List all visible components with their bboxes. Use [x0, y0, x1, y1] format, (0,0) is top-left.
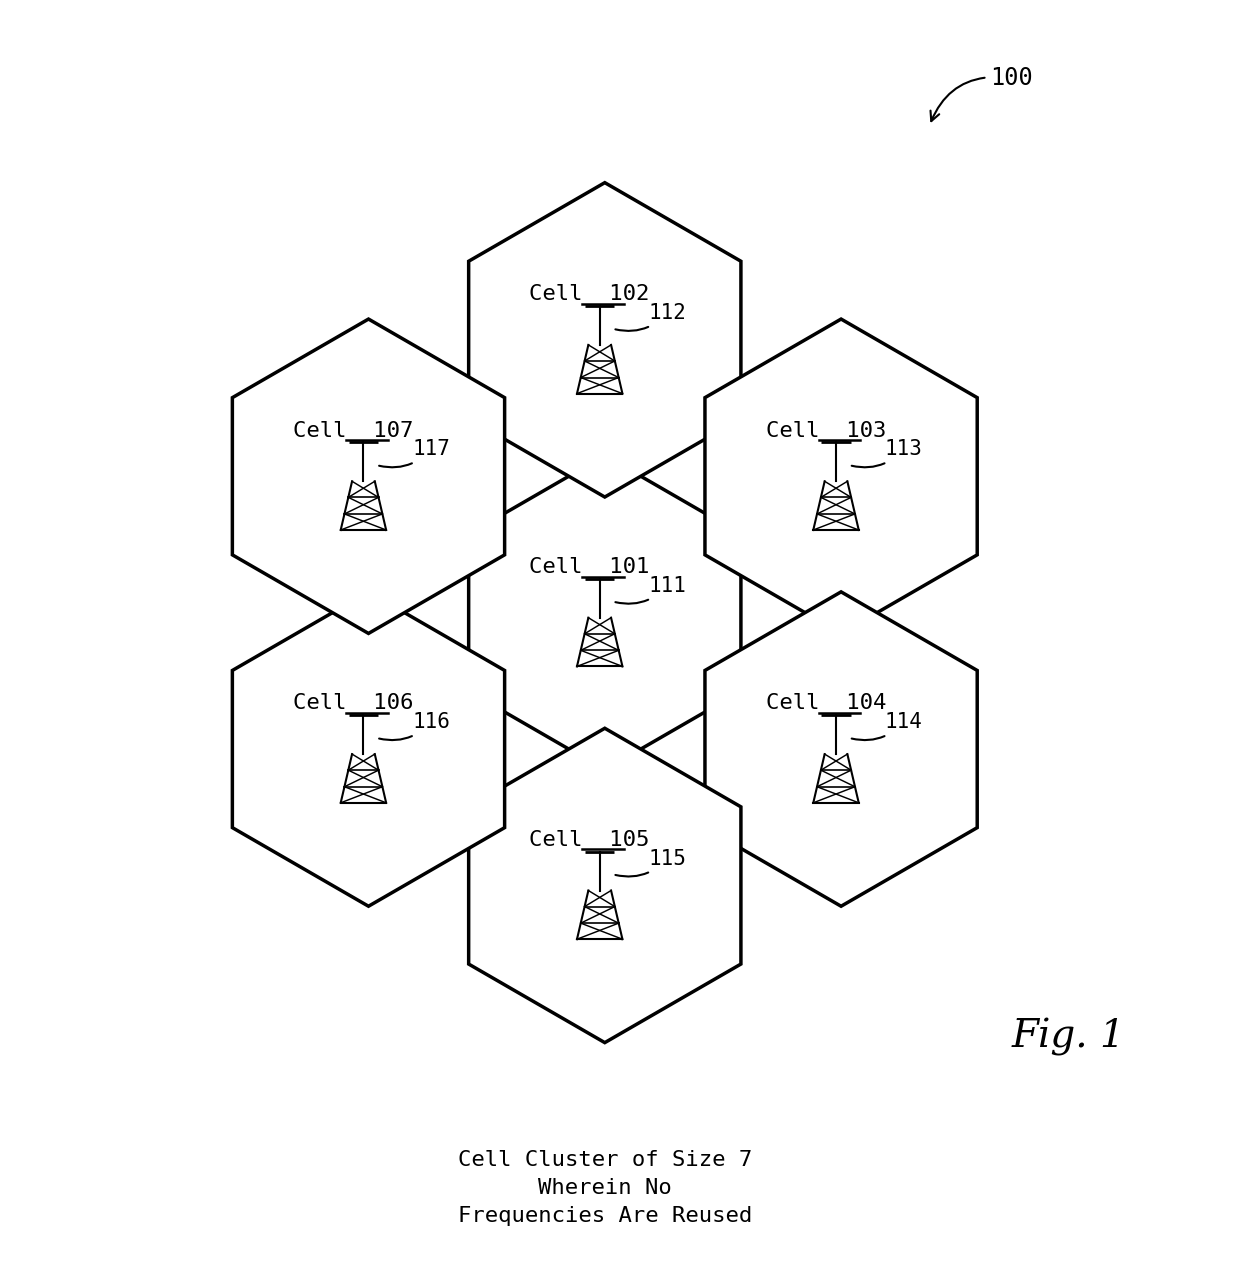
Text: Cell  104: Cell 104: [765, 693, 887, 713]
Polygon shape: [469, 182, 742, 498]
Text: Cell  102: Cell 102: [529, 285, 650, 304]
Text: 117: 117: [379, 439, 450, 467]
Polygon shape: [706, 319, 977, 633]
Text: 100: 100: [930, 66, 1033, 121]
Text: 114: 114: [852, 712, 923, 740]
Text: Cell Cluster of Size 7
Wherein No
Frequencies Are Reused: Cell Cluster of Size 7 Wherein No Freque…: [458, 1150, 751, 1226]
Text: Cell  101: Cell 101: [529, 558, 650, 577]
Polygon shape: [469, 456, 742, 769]
Text: Cell  106: Cell 106: [293, 693, 413, 713]
Text: 111: 111: [615, 575, 686, 604]
Text: Fig. 1: Fig. 1: [1012, 1017, 1126, 1055]
Text: Cell  103: Cell 103: [765, 421, 887, 440]
Polygon shape: [232, 319, 505, 633]
Text: 112: 112: [615, 302, 686, 330]
Polygon shape: [232, 592, 505, 906]
Text: Cell  107: Cell 107: [293, 421, 413, 440]
Text: 116: 116: [379, 712, 450, 740]
Text: 113: 113: [852, 439, 923, 467]
Text: 115: 115: [615, 849, 686, 877]
Polygon shape: [706, 592, 977, 906]
Polygon shape: [469, 729, 742, 1042]
Text: Cell  105: Cell 105: [529, 829, 650, 850]
